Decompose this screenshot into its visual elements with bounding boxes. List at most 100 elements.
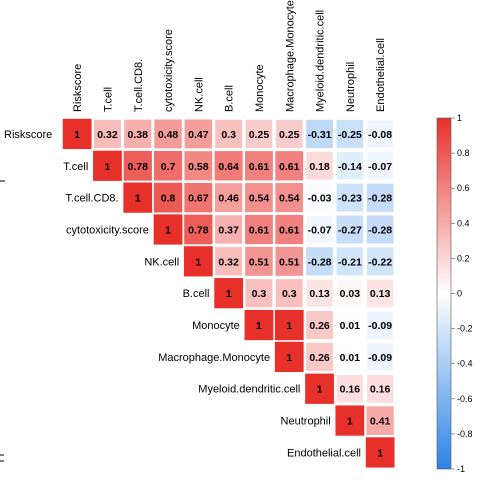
colorbar-tick-label: -0.8 — [457, 429, 473, 439]
heatmap-cell — [93, 119, 121, 149]
heatmap-cell — [306, 247, 333, 276]
heatmap-cell — [154, 151, 183, 181]
row-label: T.cell — [63, 161, 88, 173]
heatmap-cell — [305, 373, 334, 404]
cell-value-label: -0.09 — [368, 320, 392, 332]
heatmap-cell — [274, 309, 304, 341]
cell-value-label: 1 — [377, 447, 383, 459]
heatmap-cell — [123, 182, 153, 213]
colorbar-tick-label: 0.4 — [457, 218, 470, 228]
cell-value-label: 0.58 — [188, 161, 209, 173]
column-label: Neutrophil — [345, 62, 357, 112]
column-label: Myeloid.dendritic.cell — [315, 10, 327, 112]
heatmap-cell — [336, 152, 363, 180]
cell-value-label: 1 — [286, 352, 292, 364]
heatmap-cell — [335, 405, 365, 436]
row-label: T.cell.CD8. — [65, 193, 118, 205]
cell-value-label: 0.25 — [279, 129, 300, 141]
cell-value-label: 0.32 — [218, 256, 239, 268]
cell-value-label: 1 — [135, 193, 141, 205]
heatmap-cell — [184, 214, 213, 245]
cell-value-label: 0.51 — [249, 256, 270, 268]
cell-value-label: 0.32 — [97, 129, 118, 141]
cell-value-label: 1 — [226, 288, 232, 300]
row-labels: Riskscore T.cell T.cell.CD8. cytotoxicity.s… — [4, 129, 361, 459]
cell-value-label: -0.03 — [308, 193, 332, 205]
cell-value-label: -0.25 — [338, 129, 362, 141]
row-label: Macrophage.Monocyte — [158, 352, 270, 364]
heatmap-cell — [336, 215, 364, 244]
cell-value-label: -0.23 — [338, 193, 362, 205]
heatmap-cell — [306, 119, 334, 149]
heatmap-cell — [366, 406, 394, 435]
heatmap-cell — [245, 119, 273, 148]
heatmap-cell — [367, 311, 394, 339]
colorbar-tick-label: -1 — [457, 464, 465, 474]
cell-value-label: -0.22 — [368, 256, 392, 268]
colorbar-tick-label: 0.6 — [457, 183, 470, 193]
heatmap-cell — [367, 343, 394, 371]
cell-value-label: 1 — [165, 224, 171, 236]
cell-value-label: 0.16 — [340, 384, 361, 396]
cell-value-label: 0.61 — [249, 224, 270, 236]
heatmap-cell — [215, 119, 243, 149]
heatmap-cell — [367, 120, 394, 148]
column-label: Endothelial.cell — [375, 38, 387, 112]
cell-value-label: 0.78 — [188, 224, 209, 236]
cell-value-label: 0.78 — [128, 161, 149, 173]
colorbar-tick-label: -0.2 — [457, 324, 473, 334]
colorbar-tick-label: -0.4 — [457, 359, 473, 369]
colorbar-tick-label: 0.8 — [457, 148, 470, 158]
cell-value-label: -0.07 — [308, 224, 332, 236]
column-label: Macrophage.Monocyte — [284, 0, 296, 112]
heatmap-cell — [336, 119, 364, 148]
heatmap-cell — [93, 150, 122, 181]
cell-value-label: -0.27 — [338, 224, 362, 236]
heatmap-cell — [245, 151, 273, 181]
heatmap-cell — [62, 118, 92, 150]
cell-value-label: 1 — [317, 384, 323, 396]
heatmap-cell — [337, 311, 363, 339]
heatmap-cell — [123, 150, 152, 181]
heatmap-cell — [365, 437, 395, 468]
cell-value-label: 0.37 — [218, 224, 239, 236]
heatmap-cell — [336, 183, 364, 212]
heatmap-cell — [245, 246, 273, 276]
cell-value-label: -0.28 — [308, 256, 332, 268]
heatmap-cell — [306, 184, 333, 211]
cell-value-label: -0.07 — [368, 161, 392, 173]
heatmap-cell — [245, 214, 273, 245]
column-label: T.cell — [102, 87, 114, 112]
colorbar-tick-label: -0.6 — [457, 394, 473, 404]
heatmap-cell — [214, 278, 244, 309]
cell-value-label: 1 — [286, 320, 292, 332]
heatmap-cell — [244, 309, 274, 341]
cell-value-label: -0.28 — [368, 224, 392, 236]
column-label: T.cell.CD8. — [133, 59, 145, 112]
colorbar-ticks: 1 0.8 0.6 0.4 0.2 0 -0.2 -0.4 -0.6 -0.8 -1 — [451, 113, 473, 474]
heatmap-cell — [275, 246, 304, 276]
heatmap-cell — [153, 214, 183, 245]
heatmap-cell — [154, 119, 182, 149]
heatmap-cell — [214, 151, 243, 181]
colorbar-tick-label: 1 — [457, 113, 462, 123]
cell-value-label: 0.61 — [279, 224, 300, 236]
colorbar-gradient — [436, 117, 452, 470]
heatmap-cell — [336, 247, 364, 276]
cell-value-label: 0.03 — [340, 288, 361, 300]
heatmap-cell — [275, 214, 304, 245]
heatmap-cell — [306, 279, 333, 307]
cell-value-label: -0.31 — [308, 129, 332, 141]
heatmap-cell — [306, 151, 333, 180]
column-label: cytotoxicity.score — [163, 29, 175, 112]
row-label: cytotoxicity.score — [66, 224, 149, 236]
cell-value-label: 1 — [195, 256, 201, 268]
heatmap-cell — [336, 374, 363, 403]
column-labels: Riskscore T.cell T.cell.CD8. cytotoxicity.s… — [72, 0, 387, 112]
cell-value-label: 0.18 — [309, 161, 330, 173]
heatmap-cells: 1 0.32 0.38 0.48 0.47 0.3 0.25 0.25 -0.31 -0.25 -0… — [62, 118, 395, 468]
heatmap-cell — [184, 119, 213, 149]
row-label: Myeloid.dendritic.cell — [198, 384, 300, 396]
heatmap-cell — [215, 247, 243, 276]
heatmap-cell — [184, 151, 213, 181]
